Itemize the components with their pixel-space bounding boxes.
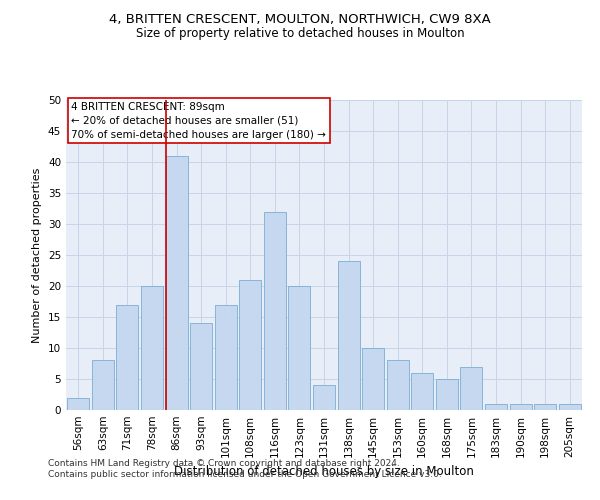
Text: 4 BRITTEN CRESCENT: 89sqm
← 20% of detached houses are smaller (51)
70% of semi-: 4 BRITTEN CRESCENT: 89sqm ← 20% of detac… <box>71 102 326 140</box>
Bar <box>166 156 188 410</box>
Bar <box>386 360 409 410</box>
Bar <box>289 286 310 410</box>
Bar <box>534 404 556 410</box>
Bar <box>92 360 114 410</box>
Bar <box>559 404 581 410</box>
X-axis label: Distribution of detached houses by size in Moulton: Distribution of detached houses by size … <box>174 466 474 478</box>
Bar <box>264 212 286 410</box>
Y-axis label: Number of detached properties: Number of detached properties <box>32 168 43 342</box>
Bar <box>215 304 237 410</box>
Bar <box>362 348 384 410</box>
Bar <box>411 373 433 410</box>
Text: 4, BRITTEN CRESCENT, MOULTON, NORTHWICH, CW9 8XA: 4, BRITTEN CRESCENT, MOULTON, NORTHWICH,… <box>109 12 491 26</box>
Bar <box>67 398 89 410</box>
Bar <box>141 286 163 410</box>
Text: Size of property relative to detached houses in Moulton: Size of property relative to detached ho… <box>136 28 464 40</box>
Text: Contains HM Land Registry data © Crown copyright and database right 2024.: Contains HM Land Registry data © Crown c… <box>48 458 400 468</box>
Bar <box>436 379 458 410</box>
Bar <box>460 366 482 410</box>
Text: Contains public sector information licensed under the Open Government Licence v3: Contains public sector information licen… <box>48 470 442 479</box>
Bar <box>313 385 335 410</box>
Bar <box>190 323 212 410</box>
Bar <box>239 280 262 410</box>
Bar <box>116 304 139 410</box>
Bar <box>485 404 507 410</box>
Bar <box>338 261 359 410</box>
Bar <box>509 404 532 410</box>
